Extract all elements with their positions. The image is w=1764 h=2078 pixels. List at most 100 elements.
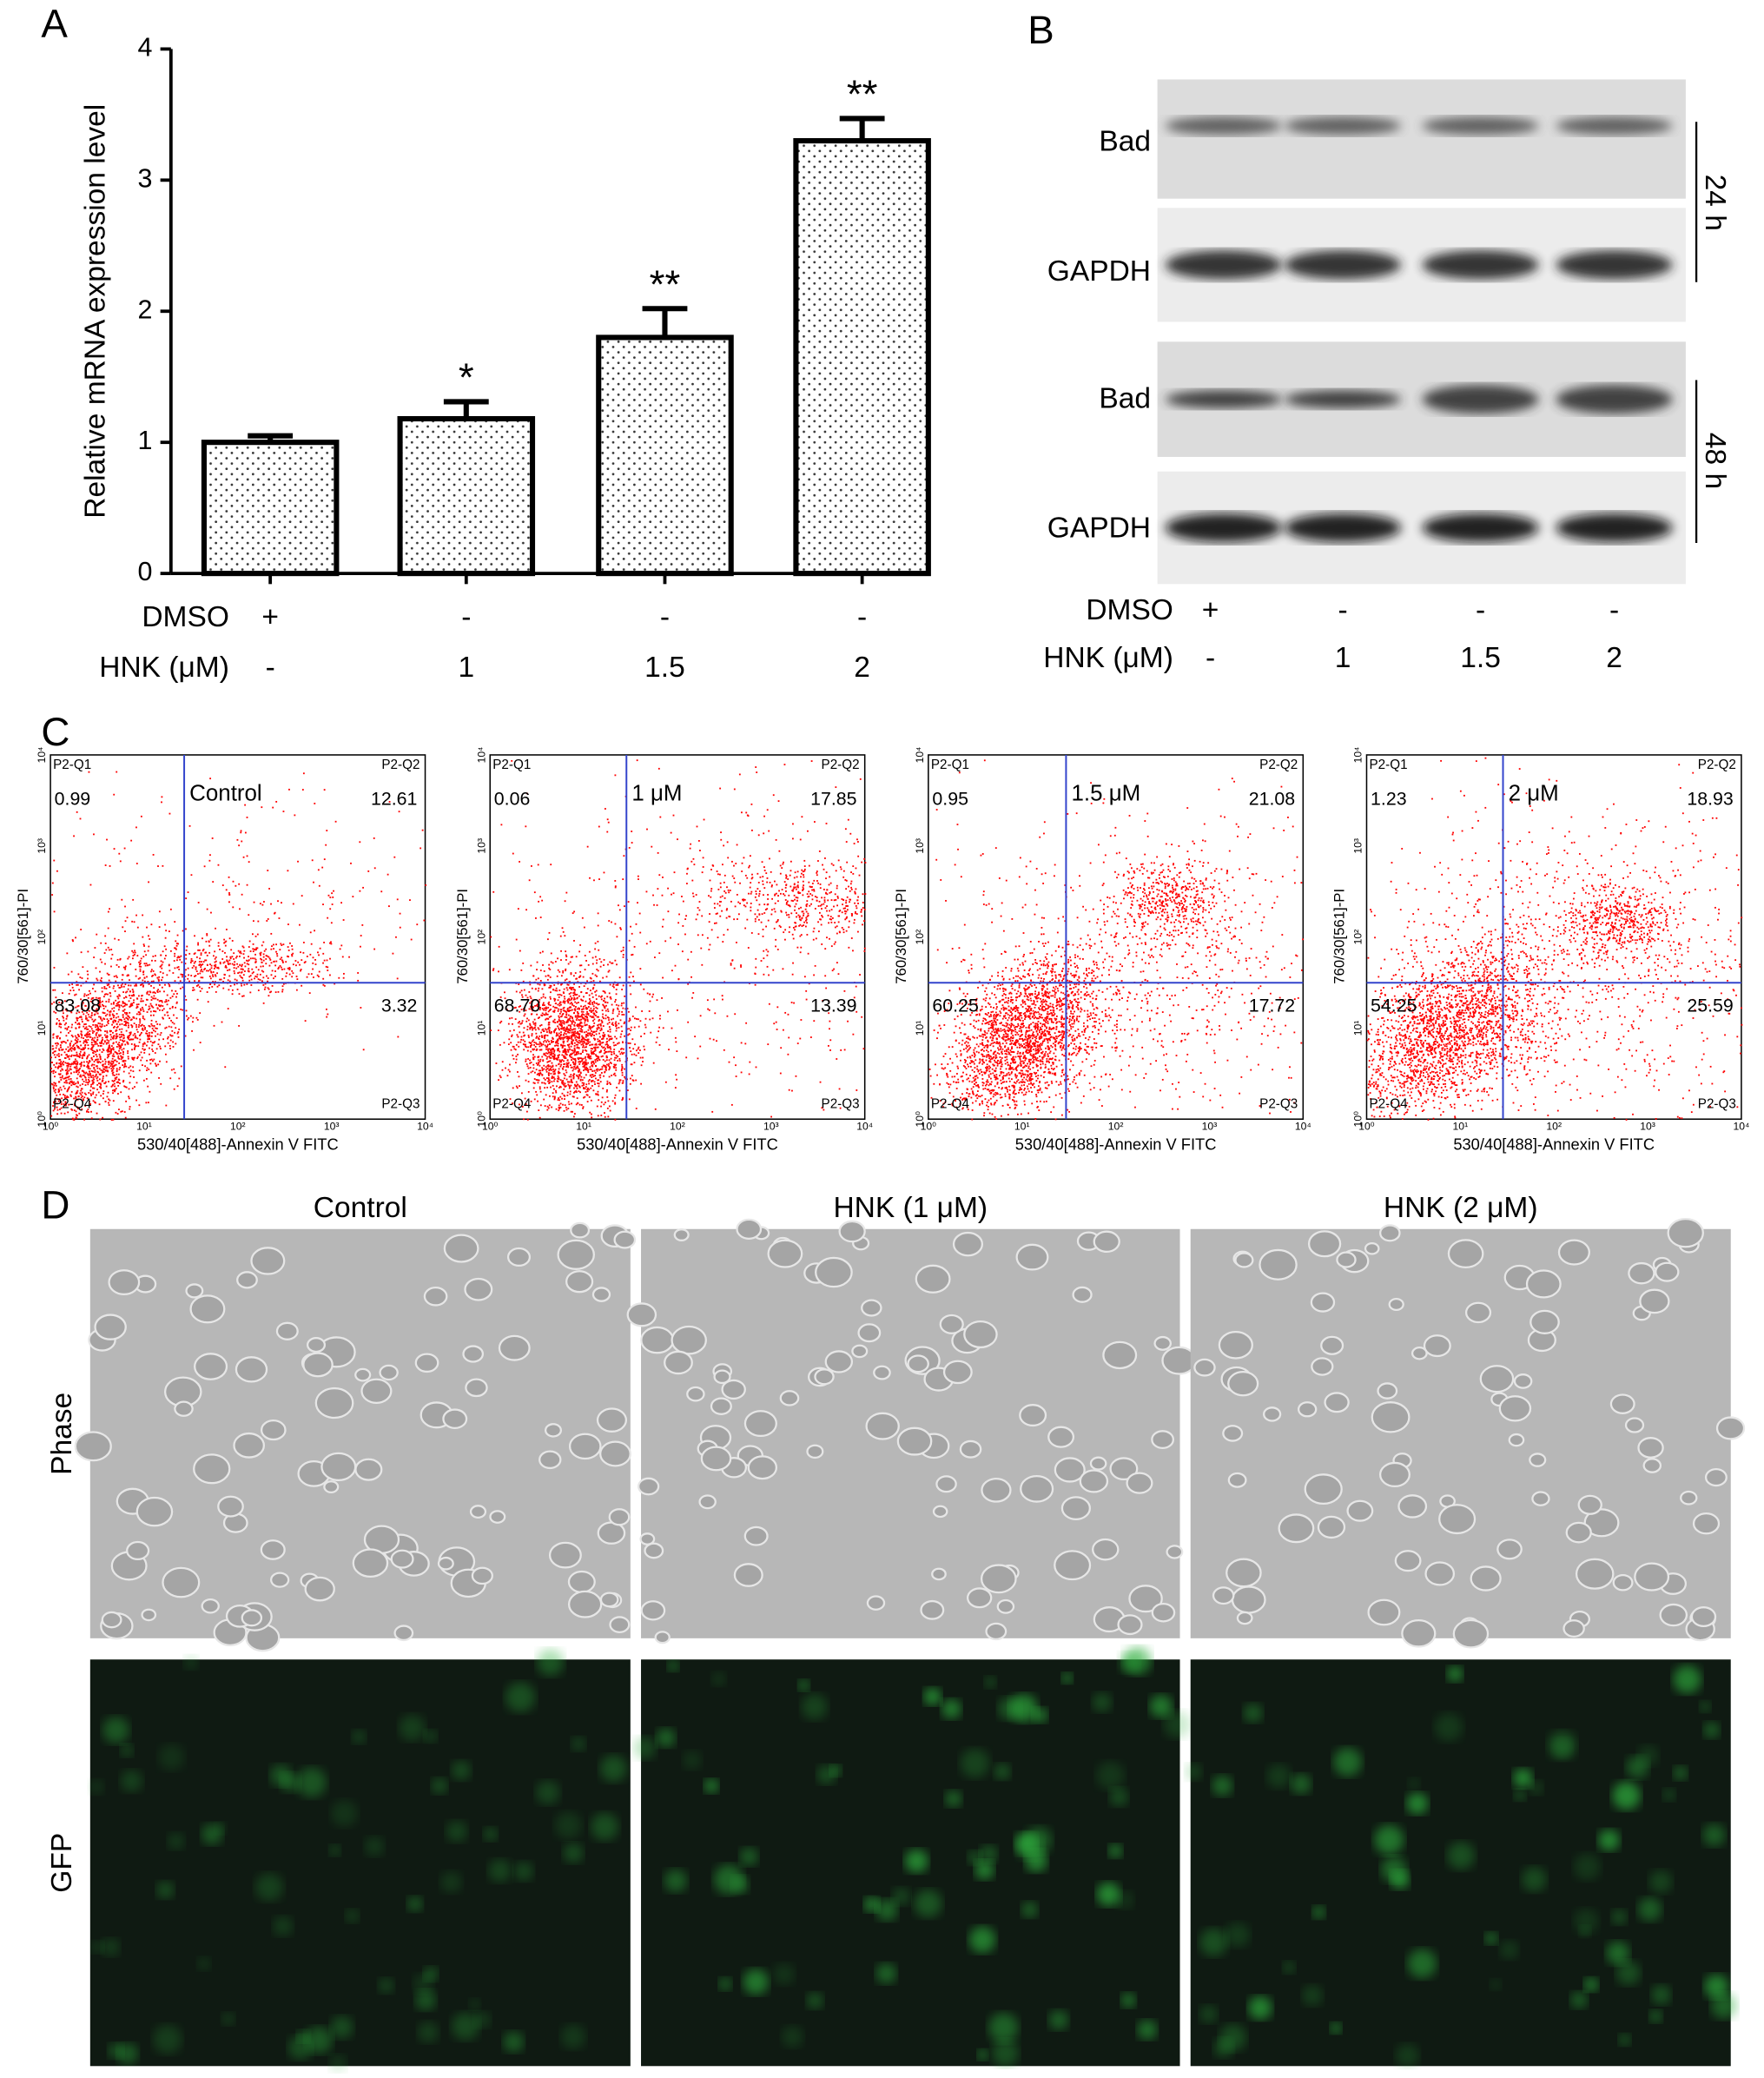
event-dot [164, 1027, 167, 1029]
event-dot [790, 870, 792, 872]
event-dot [846, 896, 849, 898]
event-dot [227, 1008, 229, 1009]
event-dot [70, 1063, 73, 1066]
event-dot [60, 1107, 63, 1109]
event-dot [87, 1031, 89, 1034]
event-dot [179, 987, 182, 989]
event-dot [600, 1056, 603, 1058]
event-dot [121, 1033, 122, 1036]
event-dot [609, 996, 611, 999]
event-dot [561, 1024, 563, 1027]
event-dot [56, 1022, 58, 1024]
event-dot [209, 778, 212, 780]
event-dot [132, 993, 135, 996]
event-dot [577, 1057, 579, 1060]
event-dot [115, 975, 117, 977]
event-dot [803, 876, 805, 878]
event-dot [594, 1072, 597, 1074]
event-dot [552, 1005, 555, 1008]
event-dot [87, 1055, 89, 1057]
event-dot [582, 1046, 584, 1049]
event-dot [166, 994, 168, 996]
event-dot [77, 1082, 80, 1084]
event-dot [146, 926, 148, 929]
event-dot [96, 1056, 98, 1058]
event-dot [557, 1039, 559, 1042]
event-dot [590, 1113, 592, 1115]
event-dot [74, 1102, 76, 1105]
event-dot [806, 893, 809, 896]
event-dot [109, 995, 112, 997]
event-dot [112, 1037, 115, 1040]
event-dot [92, 1023, 95, 1026]
event-dot [140, 815, 142, 817]
event-dot [794, 871, 796, 874]
event-dot [495, 1062, 498, 1064]
event-dot [145, 998, 148, 1001]
event-dot [548, 1079, 551, 1082]
event-dot [95, 1033, 97, 1036]
event-dot [94, 1024, 96, 1026]
event-dot [300, 969, 302, 970]
event-dot [802, 910, 804, 913]
event-dot [555, 1044, 558, 1047]
event-dot [198, 961, 201, 963]
event-dot [602, 1042, 605, 1043]
event-dot [238, 993, 241, 996]
event-dot [135, 1029, 138, 1031]
event-dot [102, 1093, 104, 1095]
event-dot [188, 952, 191, 955]
event-dot [126, 975, 129, 977]
event-dot [206, 934, 208, 936]
event-dot [558, 1020, 561, 1022]
event-dot [236, 838, 239, 841]
event-dot [76, 1046, 79, 1049]
event-dot [582, 1044, 585, 1047]
event-dot [787, 878, 790, 880]
event-dot [313, 881, 314, 883]
event-dot [532, 1058, 535, 1061]
event-dot [262, 956, 265, 958]
event-dot [154, 1062, 156, 1065]
event-dot [141, 983, 143, 986]
event-dot [579, 1091, 581, 1094]
event-dot [197, 973, 199, 976]
event-dot [544, 1082, 546, 1085]
event-dot [554, 989, 557, 992]
event-dot [140, 1051, 142, 1054]
event-dot [135, 1023, 137, 1026]
event-dot [757, 933, 760, 936]
event-dot [652, 993, 655, 996]
event-dot [796, 884, 799, 887]
event-dot [565, 1078, 568, 1081]
event-dot [223, 942, 226, 944]
event-dot [538, 1062, 540, 1063]
event-dot [105, 1000, 108, 1003]
event-dot [107, 1022, 109, 1025]
event-dot [176, 943, 178, 944]
event-dot [547, 1023, 550, 1026]
event-dot [111, 1084, 114, 1087]
event-dot [152, 970, 155, 972]
event-dot [563, 1088, 565, 1090]
event-dot [139, 1013, 142, 1016]
event-dot [106, 1036, 109, 1039]
event-dot [549, 1069, 552, 1071]
event-dot [56, 1102, 58, 1105]
event-dot [135, 1035, 136, 1037]
event-dot [70, 1026, 73, 1029]
event-dot [635, 1108, 638, 1109]
event-dot [93, 1003, 96, 1006]
event-dot [602, 1037, 605, 1040]
event-dot [581, 1035, 584, 1037]
event-dot [88, 1025, 90, 1028]
event-dot [525, 1110, 528, 1113]
event-dot [134, 1045, 136, 1048]
event-dot [266, 955, 268, 957]
event-dot [805, 918, 808, 921]
event-dot [194, 961, 196, 963]
event-dot [525, 1045, 526, 1048]
event-dot [104, 1067, 107, 1069]
event-dot [118, 1057, 121, 1060]
event-dot [826, 893, 829, 896]
